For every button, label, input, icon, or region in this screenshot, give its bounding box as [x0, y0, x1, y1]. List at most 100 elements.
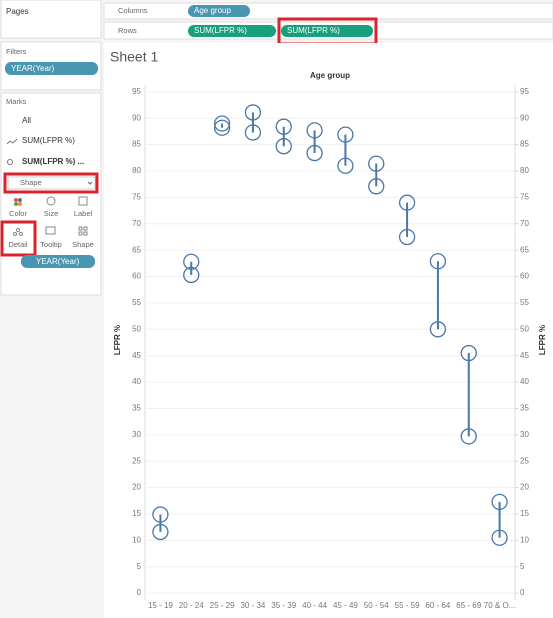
marks-card-all[interactable]: All — [22, 116, 31, 125]
y-tick-label: 10 — [132, 535, 141, 544]
x-tick-label: 70 & O... — [484, 601, 516, 610]
pages-label: Pages — [6, 7, 29, 16]
shape-icon — [7, 159, 13, 165]
point — [275, 138, 292, 155]
pages-card — [0, 0, 102, 39]
x-tick-label: 60 - 64 — [425, 601, 450, 610]
y-tick-label: 5 — [137, 562, 142, 571]
point — [337, 126, 354, 143]
x-tick-label: 25 - 29 — [210, 601, 235, 610]
shape-button[interactable]: Shape — [72, 240, 94, 249]
y2-tick-label: 15 — [520, 509, 529, 518]
x-tick-label: 15 - 19 — [148, 601, 173, 610]
point — [244, 124, 262, 141]
y2-tick-label: 75 — [520, 193, 529, 202]
rows-pill-text: SUM(LFPR %) — [194, 26, 247, 35]
x-tick-label: 40 - 44 — [302, 601, 327, 610]
y2-tick-label: 10 — [520, 535, 529, 544]
highlight-box — [3, 172, 99, 194]
point — [491, 529, 508, 546]
point — [183, 253, 200, 270]
detail-pill-text: YEAR(Year) — [36, 257, 80, 266]
y2-tick-label: 20 — [520, 483, 529, 492]
point — [429, 321, 447, 338]
point — [337, 157, 354, 174]
point — [152, 506, 169, 523]
detail-pill[interactable] — [21, 255, 95, 268]
y2-tick-label: 90 — [520, 113, 529, 122]
point — [275, 118, 292, 135]
x-tick-label: 55 - 59 — [395, 601, 420, 610]
point — [152, 523, 169, 541]
y-tick-label: 70 — [132, 219, 141, 228]
point — [368, 155, 385, 172]
y2-tick-label: 50 — [520, 324, 529, 333]
point — [460, 344, 477, 362]
columns-pill-text: Age group — [194, 6, 231, 15]
y-tick-label: 25 — [132, 456, 141, 465]
columns-shelf — [103, 2, 553, 20]
y-tick-label: 35 — [132, 404, 141, 413]
y2-tick-label: 40 — [520, 377, 529, 386]
point — [429, 253, 447, 270]
y-tick-label: 75 — [132, 193, 141, 202]
y2-tick-label: 55 — [520, 298, 529, 307]
y2-tick-label: 85 — [520, 140, 529, 149]
point — [398, 228, 416, 246]
marks-card[interactable]: SUM(LFPR %) — [22, 136, 75, 145]
rows-pill-text: SUM(LFPR %) — [287, 26, 340, 35]
y-tick-label: 85 — [132, 140, 141, 149]
columns-label: Columns — [118, 6, 148, 15]
marks-card[interactable]: SUM(LFPR %) ... — [22, 157, 84, 166]
y2-tick-label: 95 — [520, 87, 529, 96]
y2-tick-label: 70 — [520, 219, 529, 228]
tooltip-button[interactable]: Tooltip — [40, 240, 62, 249]
rows-label: Rows — [118, 26, 137, 35]
x-tick-label: 65 - 69 — [456, 601, 481, 610]
y-tick-label: 20 — [132, 483, 141, 492]
y-tick-label: 45 — [132, 351, 141, 360]
filter-pill-text: YEAR(Year) — [11, 64, 55, 73]
point — [306, 122, 323, 139]
filter-pill[interactable] — [5, 62, 98, 75]
y2-tick-label: 35 — [520, 404, 529, 413]
column-header: Age group — [310, 71, 350, 80]
label-button[interactable]: Label — [74, 209, 93, 218]
y-tick-label: 55 — [132, 298, 141, 307]
dropdown-arrow — [87, 181, 93, 185]
button-icons — [13, 196, 88, 236]
columns-pill[interactable] — [188, 5, 250, 17]
highlight-box — [0, 220, 37, 257]
x-tick-label: 35 - 39 — [271, 601, 296, 610]
color-button[interactable]: Color — [9, 209, 27, 218]
y-tick-label: 60 — [132, 272, 141, 281]
y2-tick-label: 60 — [520, 272, 529, 281]
x-tick-label: 45 - 49 — [333, 601, 358, 610]
detail-button[interactable]: Detail — [8, 240, 28, 249]
y2-tick-label: 80 — [520, 166, 529, 175]
line-icon — [6, 138, 18, 145]
rows-pill[interactable] — [281, 25, 373, 37]
y2-tick-label: 5 — [520, 562, 525, 571]
y-axis-title: LFPR % — [113, 325, 122, 355]
point — [244, 104, 262, 121]
y-tick-label: 90 — [132, 113, 141, 122]
x-tick-label: 30 - 34 — [240, 601, 265, 610]
mark-type-dropdown[interactable] — [7, 176, 96, 190]
x-tick-label: 20 - 24 — [179, 601, 204, 610]
y2-tick-label: 65 — [520, 245, 529, 254]
y-tick-label: 50 — [132, 324, 141, 333]
filters-label: Filters — [6, 47, 27, 56]
point — [398, 194, 416, 211]
y-tick-label: 15 — [132, 509, 141, 518]
point — [213, 119, 231, 136]
rows-pill[interactable] — [188, 25, 276, 37]
y2-tick-label: 25 — [520, 456, 529, 465]
y-tick-label: 30 — [132, 430, 141, 439]
y-tick-label: 95 — [132, 87, 141, 96]
point — [306, 144, 323, 162]
size-button[interactable]: Size — [44, 209, 59, 218]
y2-axis-title: LFPR % — [538, 325, 547, 355]
mark-type-text: Shape — [20, 178, 42, 187]
